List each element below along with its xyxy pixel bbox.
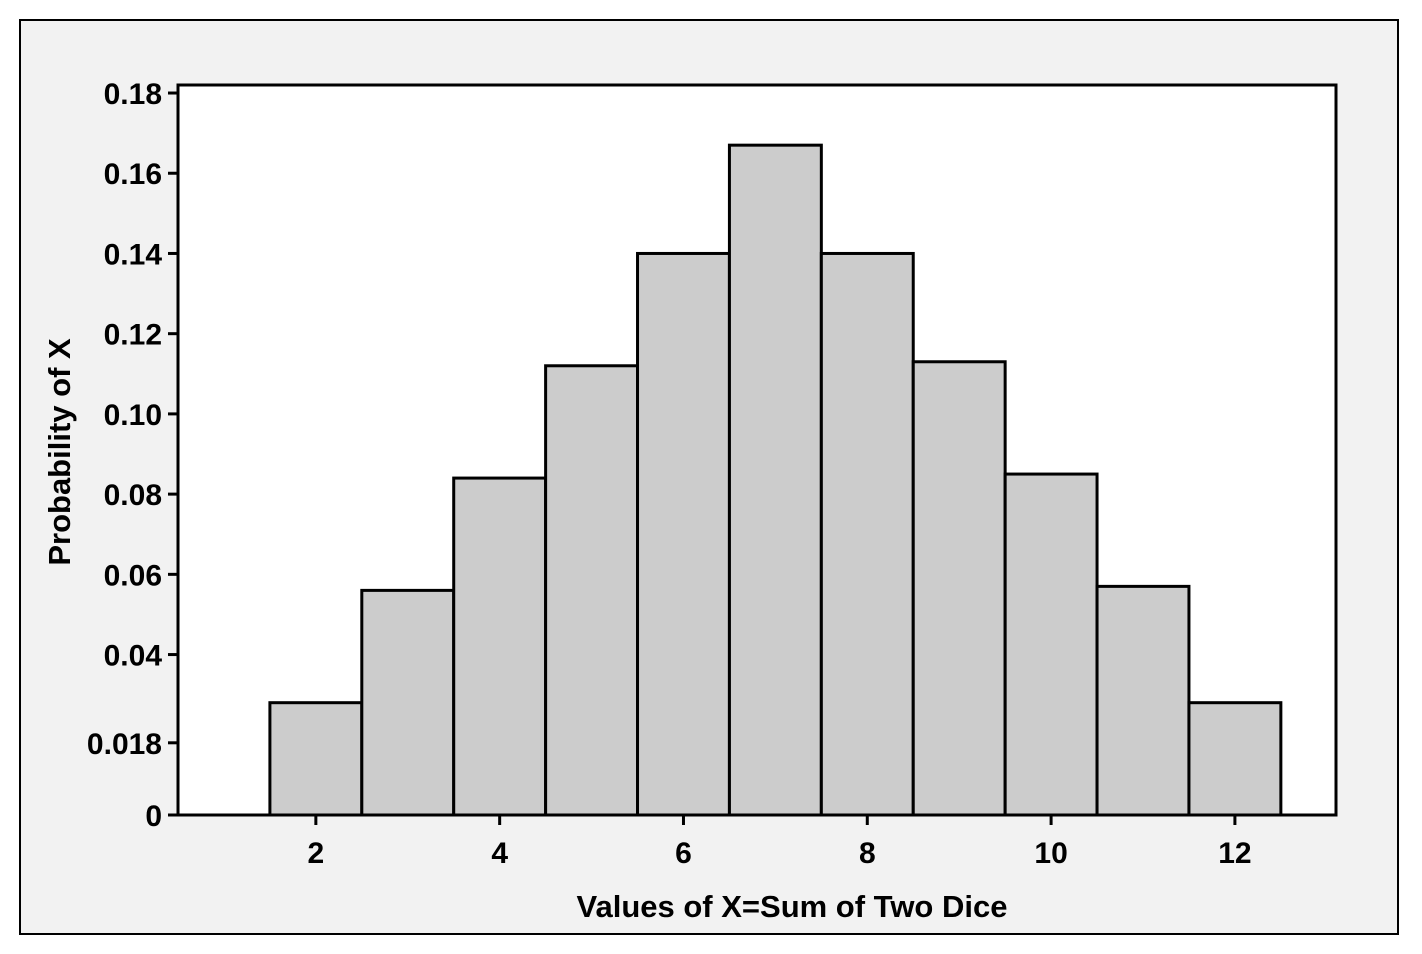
y-tick-label: 0.16 [104, 158, 162, 191]
chart-frame [19, 19, 1399, 935]
y-tick-label: 0.04 [104, 640, 163, 673]
bar-x-9 [911, 360, 1007, 817]
x-axis-title: Values of X=Sum of Two Dice [577, 889, 1008, 924]
y-tick-label: 0.12 [104, 319, 162, 352]
x-tick-label: 8 [859, 837, 876, 870]
y-tick-label: 0.14 [104, 238, 163, 271]
y-tick-label: 0 [145, 800, 162, 833]
bar-x-10 [1003, 472, 1099, 817]
x-tick-label: 10 [1034, 837, 1067, 870]
x-tick-label: 4 [491, 837, 508, 870]
bar-x-4 [452, 476, 548, 817]
bar-x-11 [1095, 584, 1191, 817]
y-tick-label: 0.08 [104, 479, 162, 512]
y-tick-label: 0.018 [87, 728, 162, 761]
plot-border [176, 83, 1338, 817]
y-tick-label: 0.06 [104, 559, 162, 592]
bar-x-7 [727, 143, 823, 817]
y-tick-label: 0.18 [104, 78, 162, 111]
x-tick-label: 6 [675, 837, 692, 870]
bar-x-8 [819, 251, 915, 817]
x-tick-label: 2 [308, 837, 325, 870]
y-tick-label: 0.10 [104, 399, 162, 432]
bar-x-2 [268, 701, 364, 817]
x-axis: 2 4 6 8 10 12 [308, 815, 1252, 870]
y-axis-title: Probability of X [42, 338, 77, 566]
x-tick-label: 12 [1218, 837, 1251, 870]
bar-x-12 [1187, 701, 1283, 817]
bar-x-5 [544, 364, 640, 817]
y-axis: 0 0.018 0.04 0.06 0.08 0.10 0.12 0.14 0.16 0.18 [87, 78, 178, 833]
bars-group [268, 143, 1283, 817]
bar-x-6 [636, 251, 731, 817]
bar-x-3 [360, 588, 456, 817]
